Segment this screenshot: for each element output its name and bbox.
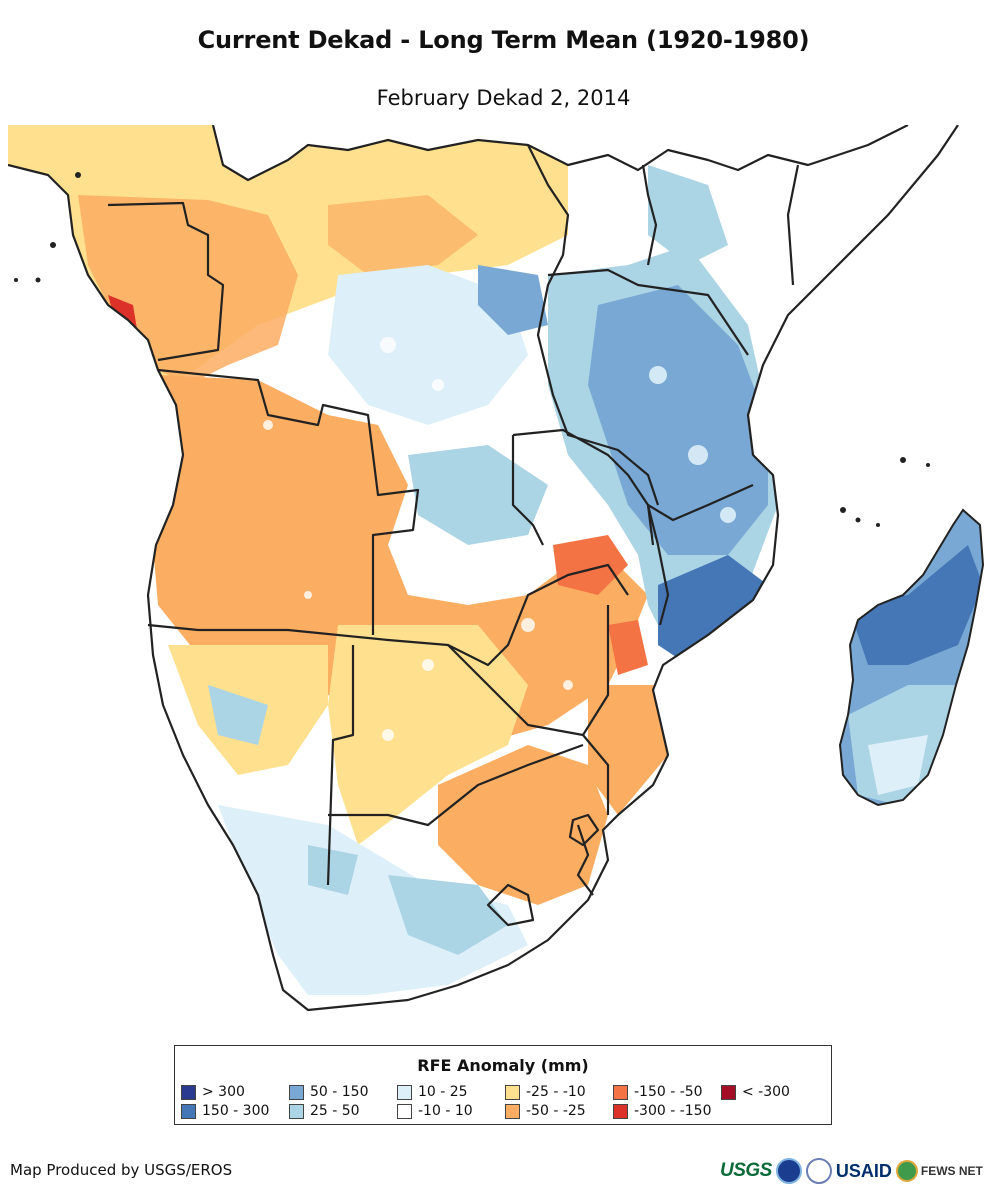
legend-label: > 300 — [202, 1084, 245, 1100]
legend: RFE Anomaly (mm) > 300 150 - 300 50 - 150 2… — [174, 1045, 832, 1125]
legend-item: -50 - -25 — [505, 1103, 586, 1119]
legend-item: -300 - -150 — [613, 1103, 712, 1119]
agency-logos: USGS USAID FEWS NET — [720, 1155, 1005, 1187]
islands — [14, 172, 930, 527]
fews-net-logo: FEWS NET — [920, 1164, 983, 1178]
legend-item: 150 - 300 — [181, 1103, 269, 1119]
legend-swatch — [397, 1084, 412, 1100]
legend-item: -10 - 10 — [397, 1103, 473, 1119]
legend-label: -10 - 10 — [418, 1103, 473, 1119]
globe-icon — [895, 1160, 918, 1182]
rainfall-anomaly-map — [8, 125, 985, 1012]
nasa-seal-icon — [805, 1158, 832, 1184]
legend-swatch — [289, 1103, 304, 1119]
legend-label: 150 - 300 — [202, 1103, 270, 1119]
legend-item: > 300 — [181, 1084, 245, 1100]
legend-swatch — [505, 1084, 520, 1100]
madagascar-outline — [838, 508, 985, 807]
legend-swatch — [181, 1084, 196, 1100]
legend-item: 10 - 25 — [397, 1084, 468, 1100]
usgs-logo: USGS — [720, 1160, 772, 1181]
map-title: Current Dekad - Long Term Mean (1920-198… — [197, 26, 810, 54]
madagascar-anomaly-field — [840, 510, 983, 805]
legend-label: < -300 — [742, 1084, 790, 1100]
legend-swatch — [721, 1084, 736, 1100]
legend-label: 50 - 150 — [310, 1084, 369, 1100]
legend-title: RFE Anomaly (mm) — [417, 1056, 589, 1075]
legend-label: -25 - -10 — [526, 1084, 586, 1100]
credit-text: Map Produced by USGS/EROS — [10, 1161, 233, 1179]
noaa-icon — [775, 1158, 802, 1184]
legend-swatch — [181, 1103, 196, 1119]
legend-label: -50 - -25 — [526, 1103, 586, 1119]
legend-label: 25 - 50 — [310, 1103, 360, 1119]
legend-item: 25 - 50 — [289, 1103, 360, 1119]
legend-label: 10 - 25 — [418, 1084, 468, 1100]
legend-label: -300 - -150 — [634, 1103, 712, 1119]
usaid-logo: USAID — [835, 1160, 892, 1181]
legend-item: -25 - -10 — [505, 1084, 586, 1100]
country-borders — [8, 125, 959, 1012]
legend-swatch — [613, 1084, 628, 1100]
legend-swatch — [289, 1084, 304, 1100]
legend-item: -150 - -50 — [613, 1084, 703, 1100]
legend-swatch — [505, 1103, 520, 1119]
legend-item: 50 - 150 — [289, 1084, 369, 1100]
legend-swatch — [613, 1103, 628, 1119]
legend-item: < -300 — [721, 1084, 790, 1100]
legend-swatch — [397, 1103, 412, 1119]
map-subtitle: February Dekad 2, 2014 — [376, 86, 631, 110]
legend-label: -150 - -50 — [634, 1084, 703, 1100]
